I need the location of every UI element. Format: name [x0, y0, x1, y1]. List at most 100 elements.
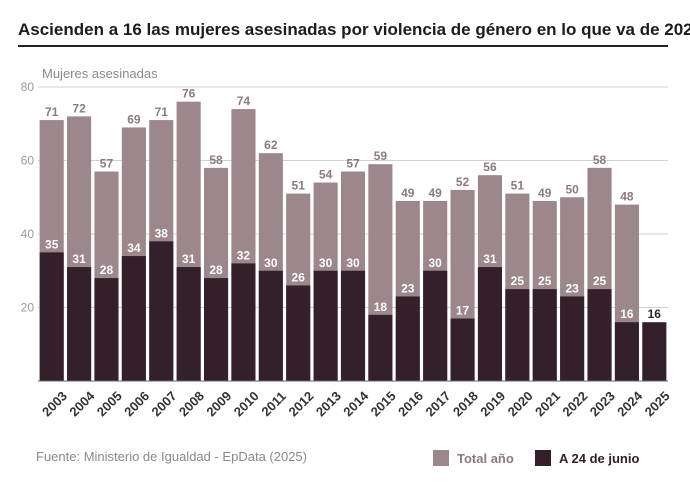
data-label-june: 30: [319, 256, 333, 270]
x-tick-label: 2023: [587, 388, 618, 419]
legend-swatch-total: [433, 450, 449, 466]
data-label-total: 57: [100, 157, 114, 171]
data-label-june: 25: [593, 274, 607, 288]
x-tick-label: 2009: [203, 388, 234, 419]
bar-june: [395, 296, 420, 381]
data-label-total: 51: [511, 179, 525, 193]
data-label-june: 25: [511, 274, 525, 288]
y-tick-label: 40: [21, 227, 35, 241]
data-label-june: 28: [100, 263, 114, 277]
data-label-june: 25: [538, 274, 552, 288]
x-tick-label: 2004: [66, 388, 98, 420]
data-label-total: 58: [209, 153, 223, 167]
bar-june: [258, 270, 283, 381]
data-label-total: 69: [127, 112, 141, 126]
data-label-june: 18: [374, 300, 388, 314]
bar-june: [39, 252, 64, 381]
legend-label-total: Total año: [457, 450, 514, 466]
x-tick-label: 2018: [450, 388, 481, 419]
x-tick-label: 2016: [395, 388, 426, 419]
x-tick-label: 2014: [340, 388, 372, 420]
data-label-june: 31: [182, 252, 196, 266]
x-tick-label: 2010: [231, 388, 262, 419]
data-label-total: 52: [456, 175, 470, 189]
data-label-total: 58: [593, 153, 607, 167]
data-label-total: 76: [182, 87, 196, 101]
data-label-june: 17: [456, 304, 470, 318]
data-label-june: 26: [292, 270, 306, 284]
bar-june: [423, 270, 448, 381]
bar-june: [67, 267, 92, 381]
bar-june: [313, 270, 338, 381]
data-label-total: 57: [346, 157, 360, 171]
x-tick-label: 2017: [422, 388, 453, 419]
bar-june: [231, 263, 256, 381]
x-tick-label: 2012: [286, 388, 317, 419]
data-label-total: 51: [292, 179, 306, 193]
y-tick-label: 80: [21, 80, 35, 94]
data-label-june: 23: [565, 281, 579, 295]
x-tick-label: 2024: [614, 388, 646, 420]
data-label-june: 16: [620, 307, 634, 321]
data-label-june: 30: [428, 256, 442, 270]
x-tick-label: 2019: [477, 388, 508, 419]
data-label-june: 23: [401, 281, 415, 295]
source-note: Fuente: Ministerio de Igualdad - EpData …: [36, 449, 307, 464]
x-tick-label: 2015: [368, 388, 399, 419]
data-label-total: 49: [401, 186, 415, 200]
bar-june: [477, 267, 503, 381]
x-tick-label: 2008: [176, 388, 207, 419]
x-tick-label: 2025: [642, 388, 673, 419]
bar-june: [149, 241, 174, 381]
bar-june: [560, 296, 585, 381]
x-tick-label: 2011: [258, 389, 289, 420]
data-label-june: 34: [127, 241, 141, 255]
data-label-total: 71: [45, 105, 59, 119]
x-tick-label: 2006: [121, 388, 152, 419]
x-tick-label: 2013: [313, 388, 344, 419]
data-label-total: 50: [565, 182, 579, 196]
title-rule: [18, 45, 668, 47]
data-label-total: 71: [155, 105, 169, 119]
chart-title: Ascienden a 16 las mujeres asesinadas po…: [18, 20, 690, 39]
bar-june: [532, 289, 557, 381]
data-label-june: 28: [209, 263, 223, 277]
legend-item-june: A 24 de junio: [535, 450, 639, 466]
x-tick-label: 2007: [149, 388, 180, 419]
legend-item-total: Total año: [433, 450, 514, 466]
bar-june: [642, 322, 667, 381]
legend-swatch-june: [535, 450, 551, 466]
data-label-total: 62: [264, 138, 278, 152]
data-label-june: 16: [648, 307, 662, 321]
data-label-june: 31: [483, 252, 497, 266]
data-label-june: 38: [155, 226, 169, 240]
data-label-total: 49: [538, 186, 552, 200]
bar-june: [614, 322, 639, 381]
bar-june: [450, 318, 475, 381]
bar-june: [368, 314, 393, 381]
bar-june: [286, 285, 311, 381]
y-tick-label: 20: [21, 301, 35, 315]
bar-june: [587, 289, 612, 381]
data-label-total: 59: [374, 149, 388, 163]
data-label-total: 74: [237, 94, 251, 108]
x-tick-label: 2005: [94, 388, 125, 419]
x-tick-label: 2021: [532, 388, 563, 419]
bar-june: [94, 278, 119, 381]
bar-june: [203, 278, 229, 381]
data-label-total: 54: [319, 168, 333, 182]
bar-chart: Mujeres asesinadas 20 40 60 80 71 35 2003 72 31 2…: [21, 66, 673, 420]
bar-june: [176, 267, 201, 381]
x-tick-label: 2020: [505, 388, 536, 419]
data-label-june: 35: [45, 237, 59, 251]
y-tick-label: 60: [21, 154, 35, 168]
x-tick-label: 2022: [559, 388, 590, 419]
bar-june: [505, 289, 530, 381]
data-label-total: 72: [72, 101, 86, 115]
data-label-june: 30: [264, 256, 278, 270]
legend-label-june: A 24 de junio: [559, 450, 640, 466]
data-label-total: 48: [620, 190, 634, 204]
y-axis-label: Mujeres asesinadas: [42, 66, 158, 81]
data-label-june: 31: [72, 252, 86, 266]
bar-june: [121, 256, 146, 381]
